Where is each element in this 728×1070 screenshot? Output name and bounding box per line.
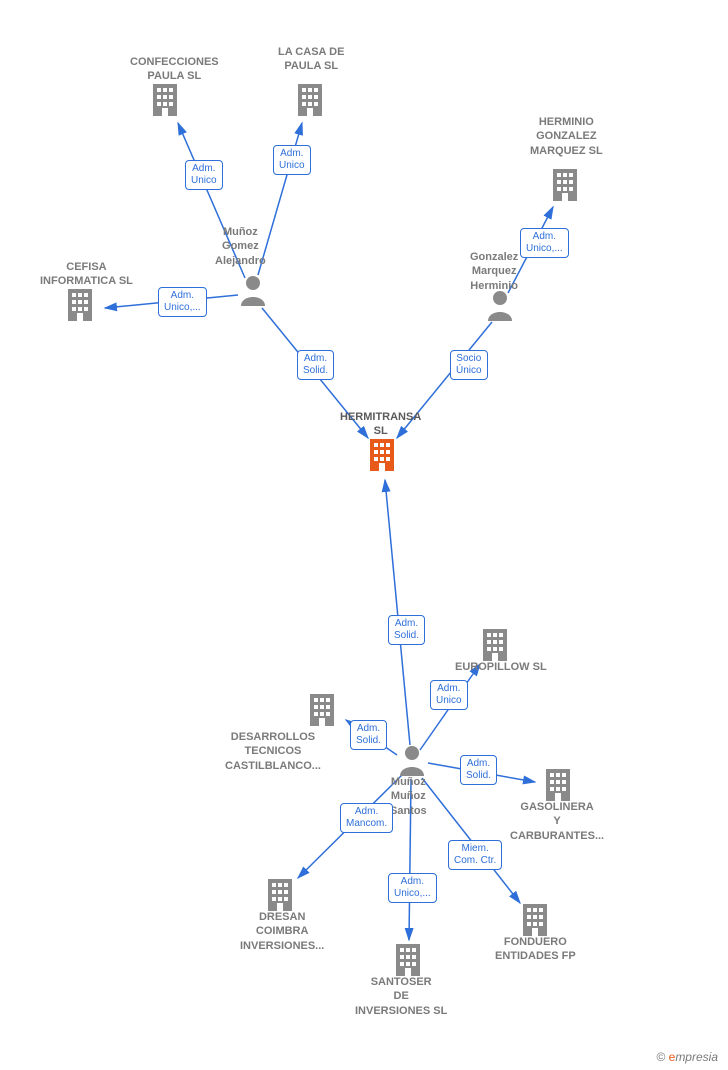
- node-label-cefisa: CEFISA INFORMATICA SL: [40, 260, 133, 289]
- person-icon: [241, 276, 265, 306]
- building-icon: [553, 169, 577, 201]
- building-icon: [268, 879, 292, 911]
- edge-label: Adm. Mancom.: [340, 803, 393, 833]
- edge-line: [385, 480, 410, 745]
- copyright-footer: © empresia: [656, 1050, 718, 1064]
- building-icon: [153, 84, 177, 116]
- building-icon: [68, 289, 92, 321]
- edge-label: Adm. Solid.: [350, 720, 387, 750]
- edge-label: Adm. Solid.: [297, 350, 334, 380]
- node-label-munoz_munoz: Muñoz Muñoz Santos: [390, 775, 427, 818]
- node-label-dresan: DRESAN COIMBRA INVERSIONES...: [240, 910, 324, 953]
- building-icon: [298, 84, 322, 116]
- person-icon: [400, 746, 424, 776]
- node-label-fonduero: FONDUERO ENTIDADES FP: [495, 935, 576, 964]
- building-icon: [370, 439, 394, 471]
- edge-label: Adm. Unico,...: [158, 287, 207, 317]
- building-icon: [546, 769, 570, 801]
- building-icon: [483, 629, 507, 661]
- node-label-europillow: EUROPILLOW SL: [455, 660, 547, 674]
- edge-label: Adm. Unico,...: [388, 873, 437, 903]
- building-icon: [396, 944, 420, 976]
- edge-label: Adm. Solid.: [460, 755, 497, 785]
- copyright-symbol: ©: [656, 1050, 665, 1064]
- node-label-desarrollos: DESARROLLOS TECNICOS CASTILBLANCO...: [225, 730, 321, 773]
- node-label-gonzalez_marquez: Gonzalez Marquez Herminio: [470, 250, 518, 293]
- edge-label: Adm. Unico: [185, 160, 223, 190]
- person-icon: [488, 291, 512, 321]
- node-label-herminio_sl: HERMINIO GONZALEZ MARQUEZ SL: [530, 115, 603, 158]
- brand-rest: mpresia: [675, 1050, 718, 1064]
- node-label-confecciones: CONFECCIONES PAULA SL: [130, 55, 219, 84]
- edge-label: Adm. Solid.: [388, 615, 425, 645]
- building-icon: [523, 904, 547, 936]
- node-label-hermitransa: HERMITRANSA SL: [340, 410, 421, 439]
- building-icon: [310, 694, 334, 726]
- edge-label: Adm. Unico: [430, 680, 468, 710]
- edge-label: Miem. Com. Ctr.: [448, 840, 502, 870]
- node-label-munoz_gomez: Muñoz Gomez Alejandro: [215, 225, 266, 268]
- diagram-canvas: [0, 0, 728, 1070]
- node-label-casa_paula: LA CASA DE PAULA SL: [278, 45, 344, 74]
- edge-label: Socio Único: [450, 350, 488, 380]
- node-label-gasolinera: GASOLINERA Y CARBURANTES...: [510, 800, 604, 843]
- node-label-santoser: SANTOSER DE INVERSIONES SL: [355, 975, 447, 1018]
- edge-label: Adm. Unico,...: [520, 228, 569, 258]
- edge-label: Adm. Unico: [273, 145, 311, 175]
